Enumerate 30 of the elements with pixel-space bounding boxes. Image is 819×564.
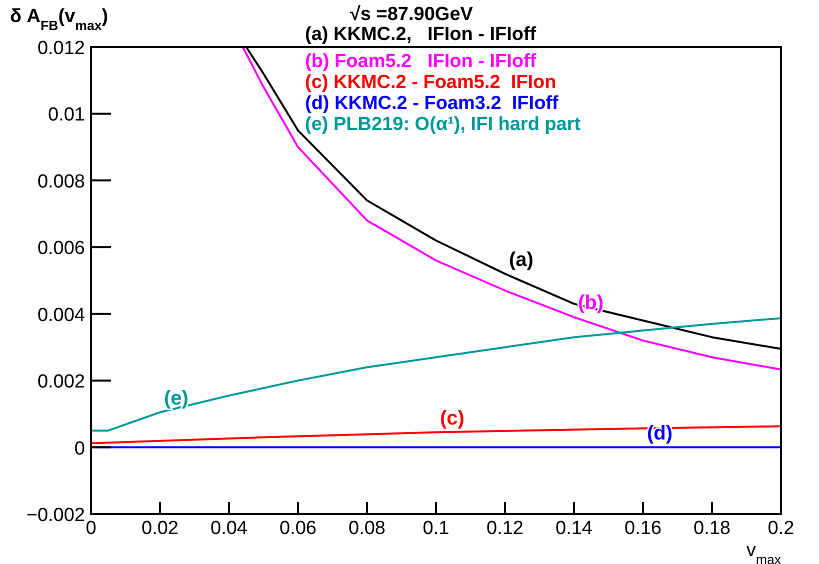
x-tick-label: 0.16 [624, 518, 662, 539]
y-tick-label: 0.006 [37, 238, 85, 260]
x-tick-label: 0.04 [210, 518, 248, 539]
y-tick-label: 0 [74, 438, 85, 460]
x-tick-label: 0.06 [280, 518, 316, 539]
annotation: (a) [509, 248, 534, 271]
annotation: (d) [647, 422, 673, 444]
y-tick-label: 0.008 [37, 171, 85, 192]
x-axis-title: v$_{max}$ [746, 540, 782, 564]
x-tick-label: 0.14 [556, 518, 593, 539]
y-tick-label: −0.002 [26, 505, 85, 526]
text: (a) KKMC.2, IFIon - IFIoff [305, 24, 537, 45]
annotation: (c) [440, 407, 464, 430]
x-tick-label: 0.08 [348, 518, 386, 539]
y-tick-label: 0.012 [37, 38, 85, 59]
text: (d) KKMC.2 - Foam3.2 IFIoff [305, 93, 559, 114]
x-tick-label: 0.2 [768, 518, 794, 539]
x-tick-label: 0.18 [694, 518, 730, 539]
annotation: (e) [164, 387, 188, 410]
text: (b) Foam5.2 IFIon - IFIoff [305, 51, 537, 72]
x-tick-label: 0.12 [486, 518, 524, 539]
x-tick-label: 0.02 [142, 518, 178, 539]
x-tick-label: 0.1 [422, 518, 450, 539]
text: (c) KKMC.2 - Foam5.2 IFIon [305, 72, 556, 93]
y-axis-title: δ A$_{FB}$(v$_{max}$) [10, 6, 108, 32]
y-tick-label: 0.004 [37, 304, 86, 326]
y-tick-label: 0.002 [37, 372, 85, 393]
y-tick-label: 0.01 [48, 104, 85, 126]
chart-title: √s =87.90GeV [350, 4, 474, 25]
text: (e) PLB219: O(α¹), IFI hard part [305, 114, 582, 135]
